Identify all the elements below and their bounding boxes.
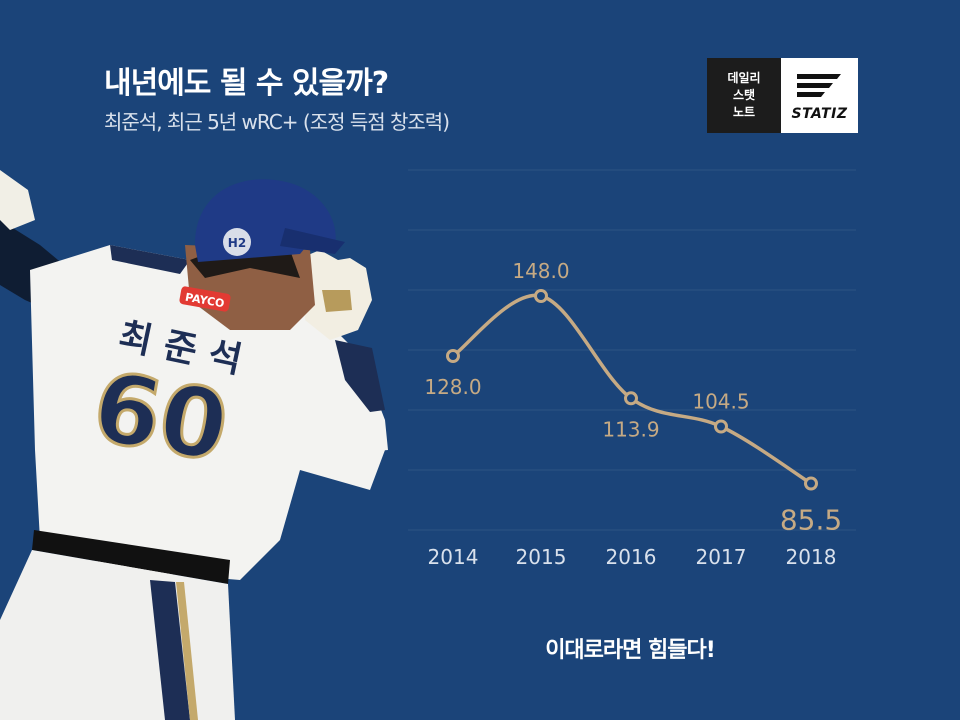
tagline: 이대로라면 힘들다! bbox=[545, 638, 716, 663]
data-point bbox=[624, 391, 638, 406]
chart-line-layer bbox=[451, 293, 813, 486]
data-point bbox=[446, 349, 460, 363]
helmet-badge bbox=[223, 228, 251, 256]
x-tick-label: 2018 bbox=[786, 545, 837, 569]
chart-title: 내년에도 될 수 있을까? bbox=[104, 66, 389, 101]
statiz-mark-icon bbox=[797, 74, 841, 97]
x-tick-label: 2015 bbox=[516, 545, 567, 569]
sponsor-patch bbox=[179, 286, 231, 312]
data-label: 85.5 bbox=[780, 504, 842, 537]
player-left-glove bbox=[0, 170, 35, 230]
statiz-wordmark: STATIZ bbox=[791, 106, 848, 122]
x-tick-label: 2017 bbox=[696, 545, 747, 569]
data-label: 113.9 bbox=[602, 417, 659, 441]
chart-gridlines bbox=[408, 169, 856, 531]
statiz-logo: 데일리 스탯 노트 STATIZ bbox=[707, 58, 858, 133]
chart-x-ticks: 2014 2015 2016 2017 2018 bbox=[428, 545, 837, 569]
series-line bbox=[451, 293, 813, 486]
logo-line-3: 노트 bbox=[732, 105, 756, 119]
data-point bbox=[714, 419, 728, 434]
data-label: 104.5 bbox=[692, 390, 749, 414]
chart-data-labels: 128.0 148.0 113.9 104.5 85.5 bbox=[424, 259, 842, 537]
player-illustration: H2 PAYCO 최 준 석 60 bbox=[0, 170, 388, 720]
chart-subtitle: 최준석, 최근 5년 wRC+ (조정 득점 창조력) bbox=[104, 110, 450, 134]
data-point bbox=[804, 476, 818, 491]
data-label: 148.0 bbox=[512, 259, 569, 283]
x-tick-label: 2014 bbox=[428, 545, 479, 569]
jersey-number: 60 bbox=[85, 350, 236, 483]
helmet-badge-text: H2 bbox=[228, 236, 246, 250]
player-jersey bbox=[30, 245, 385, 580]
data-label: 128.0 bbox=[424, 375, 481, 399]
statiz-wordmark-box: STATIZ bbox=[781, 58, 858, 133]
chart-points bbox=[446, 289, 818, 491]
daily-stat-note-badge: 데일리 스탯 노트 bbox=[707, 58, 781, 133]
data-point bbox=[534, 289, 548, 303]
logo-line-2: 스탯 bbox=[732, 88, 756, 102]
logo-line-1: 데일리 bbox=[727, 71, 761, 85]
x-tick-label: 2016 bbox=[606, 545, 657, 569]
player-belt bbox=[32, 530, 230, 584]
